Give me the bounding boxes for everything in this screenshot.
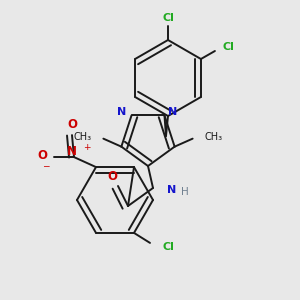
Text: N: N bbox=[169, 107, 178, 117]
Text: CH₃: CH₃ bbox=[73, 132, 92, 142]
Text: N: N bbox=[167, 185, 176, 195]
Text: +: + bbox=[83, 142, 91, 152]
Text: H: H bbox=[181, 187, 189, 197]
Text: Cl: Cl bbox=[223, 42, 235, 52]
Text: −: − bbox=[42, 162, 50, 171]
Text: Cl: Cl bbox=[162, 242, 174, 252]
Text: N: N bbox=[117, 107, 127, 117]
Text: N: N bbox=[67, 145, 77, 158]
Text: O: O bbox=[37, 148, 47, 162]
Text: O: O bbox=[107, 169, 117, 182]
Text: O: O bbox=[67, 118, 77, 130]
Text: Cl: Cl bbox=[162, 13, 174, 23]
Text: CH₃: CH₃ bbox=[205, 132, 223, 142]
